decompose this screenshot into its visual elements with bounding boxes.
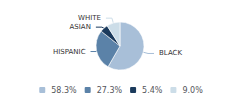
svg-text:BLACK: BLACK (159, 49, 182, 57)
svg-text:HISPANIC: HISPANIC (53, 48, 86, 56)
svg-text:ASIAN: ASIAN (70, 23, 91, 31)
svg-text:9.0%: 9.0% (182, 86, 203, 95)
svg-text:5.4%: 5.4% (142, 86, 163, 95)
svg-text:WHITE: WHITE (78, 14, 101, 22)
svg-text:58.3%: 58.3% (51, 86, 77, 95)
svg-text:27.3%: 27.3% (97, 86, 123, 95)
